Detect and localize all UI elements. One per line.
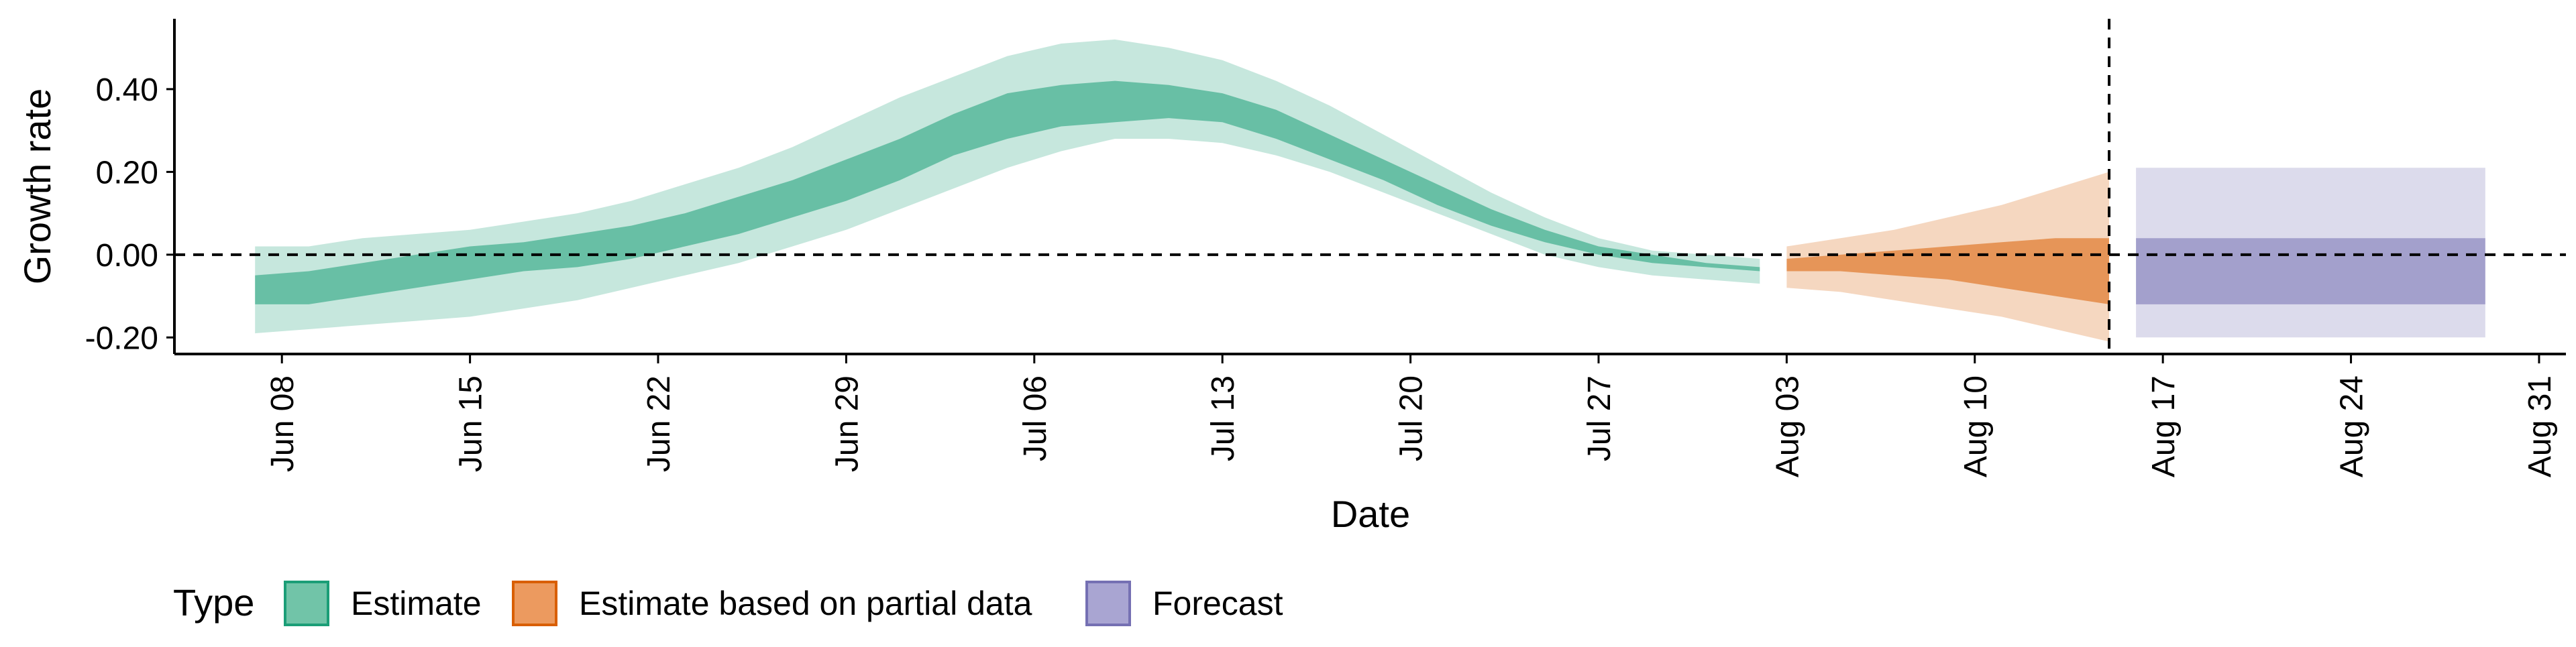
reference-lines — [174, 19, 2566, 354]
estimate-band-90 — [255, 39, 1760, 334]
x-tick-label: Jun 29 — [829, 375, 865, 472]
ribbon-bands — [255, 39, 2485, 342]
y-tick-label: -0.20 — [85, 320, 158, 356]
estimate-band-50 — [255, 80, 1760, 304]
x-axis-title: Date — [1331, 493, 1410, 535]
x-tick-label: Aug 17 — [2146, 375, 2182, 477]
forecast-band-50 — [2136, 238, 2485, 304]
legend-label-estimate: Estimate — [351, 585, 482, 622]
x-tick-label: Aug 10 — [1958, 375, 1994, 477]
x-tick-label: Jun 22 — [641, 375, 677, 472]
y-tick-label: 0.40 — [96, 72, 158, 108]
legend-swatch-estimate-based-on-partial-data — [512, 581, 557, 626]
legend: Type Estimate Estimate based on partial d… — [173, 581, 1283, 626]
x-tick-label: Jul 13 — [1205, 375, 1241, 461]
axes — [173, 19, 2566, 355]
x-tick-label: Jun 15 — [453, 375, 489, 472]
x-tick-label: Jun 08 — [265, 375, 301, 472]
x-tick-label: Aug 03 — [1770, 375, 1805, 477]
x-tick-label: Jul 27 — [1582, 375, 1617, 461]
legend-label-estimate-based-on-partial-data: Estimate based on partial data — [579, 585, 1032, 622]
axis-ticks: -0.20 0.00 0.20 0.40 Jun 08 Jun 15 Jun 22 Jun 2… — [85, 72, 2558, 477]
y-tick-label: 0.00 — [96, 238, 158, 274]
x-tick-label: Jul 06 — [1018, 375, 1053, 461]
x-tick-label: Jul 20 — [1394, 375, 1430, 461]
legend-title: Type — [173, 581, 254, 624]
legend-label-forecast: Forecast — [1152, 585, 1283, 622]
y-tick-label: 0.20 — [96, 155, 158, 190]
x-tick-label: Aug 24 — [2334, 375, 2370, 477]
y-axis-title: Growth rate — [16, 89, 58, 285]
legend-swatch-estimate — [284, 581, 329, 626]
x-tick-label: Aug 31 — [2522, 375, 2558, 477]
legend-swatch-forecast — [1085, 581, 1131, 626]
